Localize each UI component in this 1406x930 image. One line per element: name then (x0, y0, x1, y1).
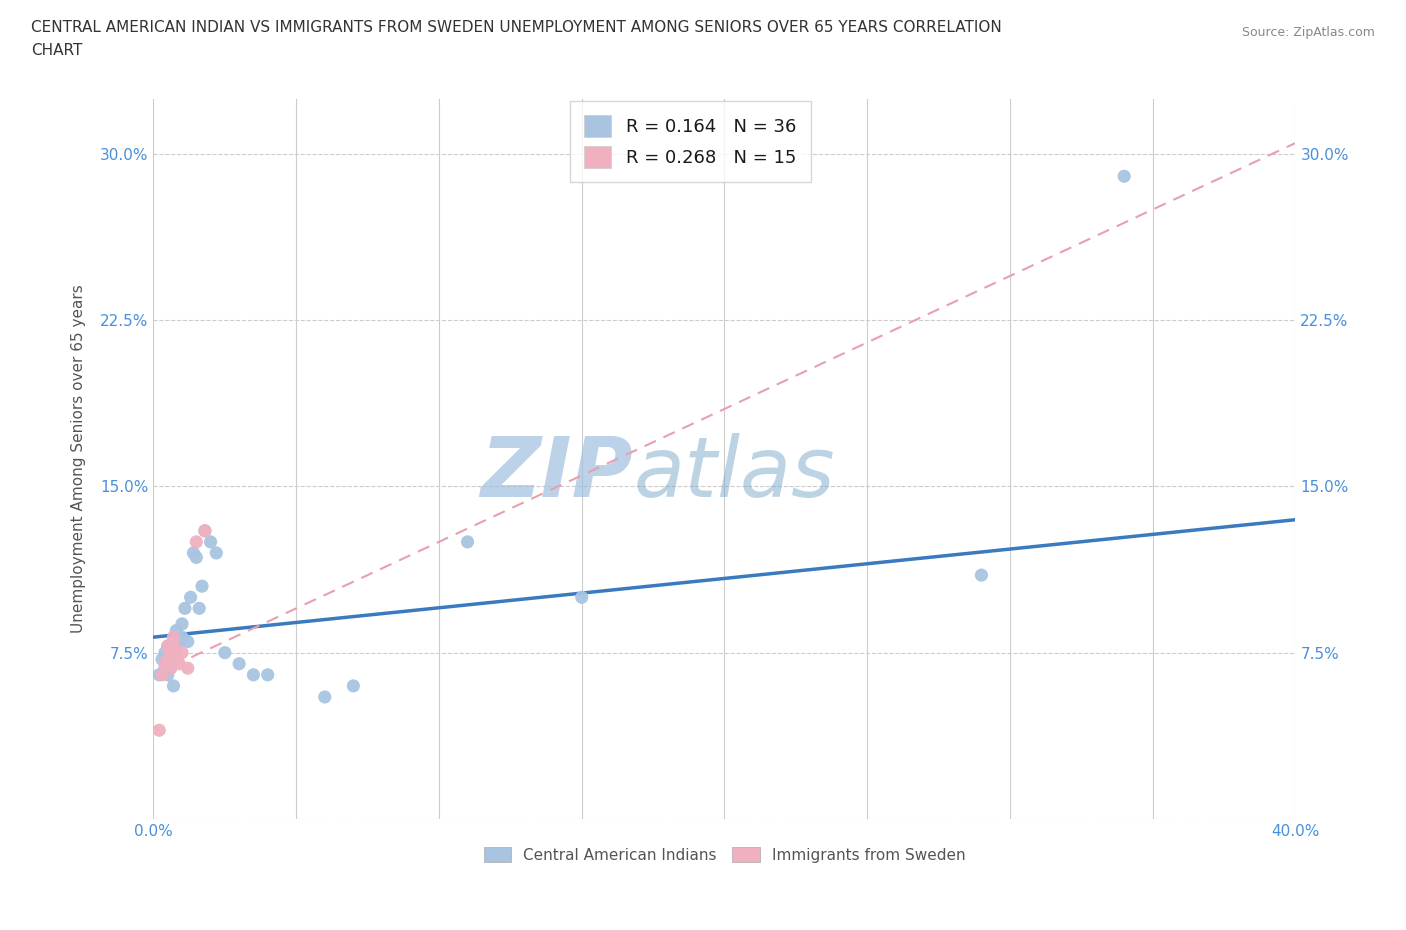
Point (156, 668, 179, 683)
Text: ZIP: ZIP (481, 432, 633, 513)
Point (256, 668, 278, 683)
Point (162, 630, 184, 644)
Point (159, 660, 181, 675)
Point (191, 578, 214, 593)
Point (159, 652, 181, 667)
Point (148, 668, 170, 683)
Point (205, 546, 228, 561)
Point (165, 645, 187, 660)
Point (170, 645, 193, 660)
Point (156, 639, 179, 654)
Text: atlas: atlas (633, 432, 835, 513)
Point (167, 634, 190, 649)
Point (186, 550, 208, 565)
Point (242, 668, 264, 683)
Point (170, 630, 193, 644)
Point (457, 535, 479, 550)
Legend: Central American Indians, Immigrants from Sweden: Central American Indians, Immigrants fro… (478, 841, 972, 869)
Point (165, 623, 187, 638)
Point (159, 660, 181, 675)
Point (167, 657, 190, 671)
Point (200, 535, 222, 550)
Point (214, 645, 236, 660)
Point (177, 634, 200, 649)
Point (188, 601, 211, 616)
Point (342, 679, 364, 694)
Point (153, 660, 176, 675)
Point (148, 723, 170, 737)
Point (970, 567, 993, 582)
Point (186, 535, 208, 550)
Point (153, 645, 176, 660)
Point (571, 590, 593, 604)
Point (162, 679, 184, 694)
Point (165, 639, 187, 654)
Point (228, 657, 250, 671)
Point (156, 639, 179, 654)
Point (183, 546, 205, 561)
Point (150, 668, 173, 683)
Point (194, 524, 217, 538)
Y-axis label: Unemployment Among Seniors over 65 years: Unemployment Among Seniors over 65 years (72, 285, 86, 633)
Point (156, 652, 179, 667)
Text: Source: ZipAtlas.com: Source: ZipAtlas.com (1241, 26, 1375, 39)
Point (162, 645, 184, 660)
Point (177, 660, 200, 675)
Text: CENTRAL AMERICAN INDIAN VS IMMIGRANTS FROM SWEDEN UNEMPLOYMENT AMONG SENIORS OVE: CENTRAL AMERICAN INDIAN VS IMMIGRANTS FR… (31, 20, 1001, 58)
Point (150, 652, 173, 667)
Point (174, 601, 197, 616)
Point (162, 639, 184, 654)
Point (194, 524, 217, 538)
Point (180, 590, 202, 604)
Point (156, 657, 179, 671)
Point (170, 617, 193, 631)
Point (153, 657, 176, 671)
Point (159, 645, 181, 660)
Point (314, 689, 336, 704)
Point (1114, 169, 1136, 184)
